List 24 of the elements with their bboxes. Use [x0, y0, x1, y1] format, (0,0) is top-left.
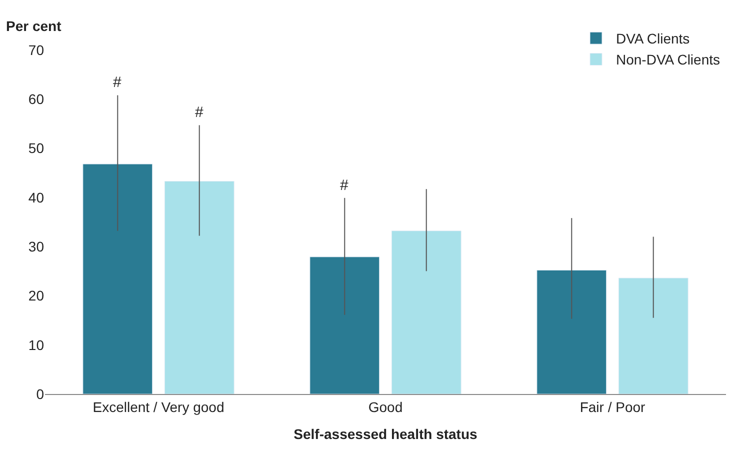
annotation: #: [340, 177, 349, 194]
x-axis-title: Self-assessed health status: [294, 426, 478, 442]
legend-label: Non-DVA Clients: [616, 52, 720, 68]
bar: [536, 270, 607, 394]
annotation: #: [113, 74, 122, 91]
y-tick-label: 10: [28, 336, 44, 353]
bar: [164, 180, 234, 394]
bar: [310, 256, 380, 394]
x-tick-label: Fair / Poor: [580, 398, 646, 415]
bar: [391, 230, 462, 394]
y-tick-label: 30: [28, 238, 44, 254]
annotation: #: [195, 104, 204, 121]
legend-label: DVA Clients: [616, 30, 690, 47]
y-tick-label: 70: [28, 42, 44, 58]
x-tick-label: Good: [368, 398, 403, 415]
y-tick-label: 50: [28, 140, 44, 156]
x-tick-label: Excellent / Very good: [92, 398, 224, 415]
bar: [618, 278, 688, 394]
y-tick-label: 40: [28, 189, 44, 206]
y-tick-label: 60: [28, 91, 44, 108]
bar: [82, 164, 153, 394]
y-axis-title: Per cent: [6, 18, 62, 34]
y-tick-label: 20: [28, 288, 44, 304]
y-tick-label: 0: [36, 386, 44, 402]
